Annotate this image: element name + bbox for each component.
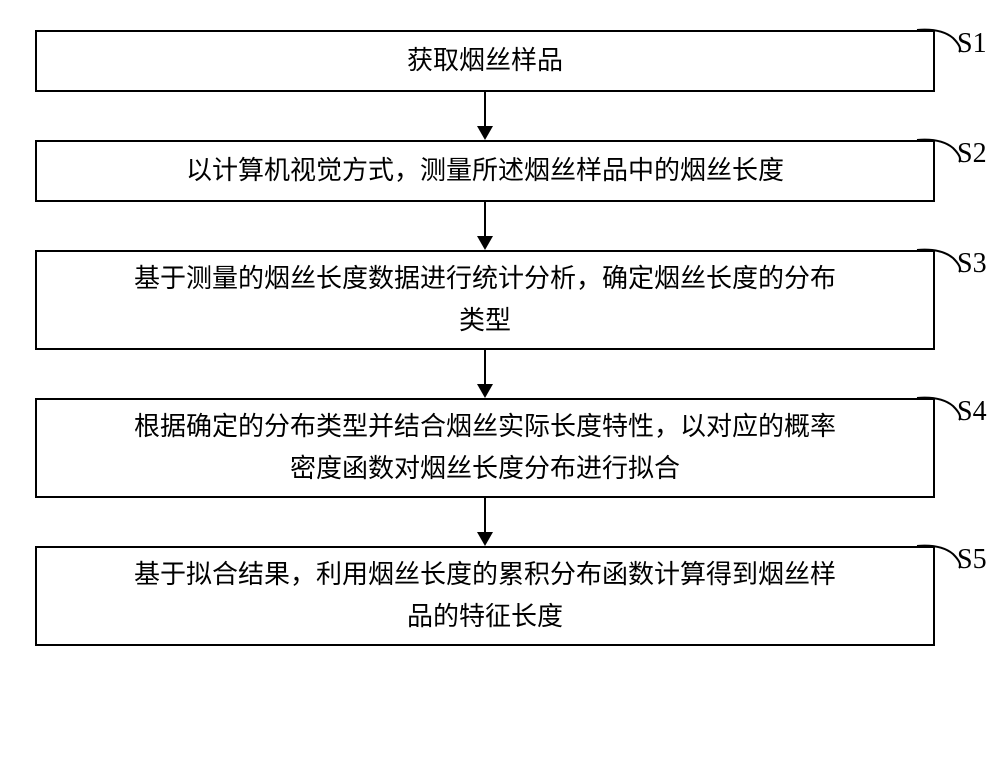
step-text: 基于测量的烟丝长度数据进行统计分析，确定烟丝长度的分布 类型 xyxy=(134,258,836,341)
arrow-stem xyxy=(484,498,486,532)
flowchart-container: 获取烟丝样品以计算机视觉方式，测量所述烟丝样品中的烟丝长度基于测量的烟丝长度数据… xyxy=(35,30,935,646)
step-text: 获取烟丝样品 xyxy=(407,40,563,82)
arrow-down-icon xyxy=(477,236,493,250)
step-label-s2: S2 xyxy=(957,138,987,170)
flow-step-s2: 以计算机视觉方式，测量所述烟丝样品中的烟丝长度 xyxy=(35,140,935,202)
arrow-stem xyxy=(484,202,486,236)
flow-step-s3: 基于测量的烟丝长度数据进行统计分析，确定烟丝长度的分布 类型 xyxy=(35,250,935,350)
flow-step-s5: 基于拟合结果，利用烟丝长度的累积分布函数计算得到烟丝样 品的特征长度 xyxy=(35,546,935,646)
flow-step-s4: 根据确定的分布类型并结合烟丝实际长度特性，以对应的概率 密度函数对烟丝长度分布进… xyxy=(35,398,935,498)
arrow-down-icon xyxy=(477,384,493,398)
arrow-stem xyxy=(484,92,486,126)
step-text: 基于拟合结果，利用烟丝长度的累积分布函数计算得到烟丝样 品的特征长度 xyxy=(134,554,836,637)
step-text: 根据确定的分布类型并结合烟丝实际长度特性，以对应的概率 密度函数对烟丝长度分布进… xyxy=(134,406,836,489)
flow-step-s1: 获取烟丝样品 xyxy=(35,30,935,92)
step-label-s3: S3 xyxy=(957,248,987,280)
step-label-s4: S4 xyxy=(957,396,987,428)
arrow-down-icon xyxy=(477,126,493,140)
arrow-down-icon xyxy=(477,532,493,546)
step-label-s5: S5 xyxy=(957,544,987,576)
step-label-s1: S1 xyxy=(957,28,987,60)
step-text: 以计算机视觉方式，测量所述烟丝样品中的烟丝长度 xyxy=(186,150,784,192)
arrow-stem xyxy=(484,350,486,384)
